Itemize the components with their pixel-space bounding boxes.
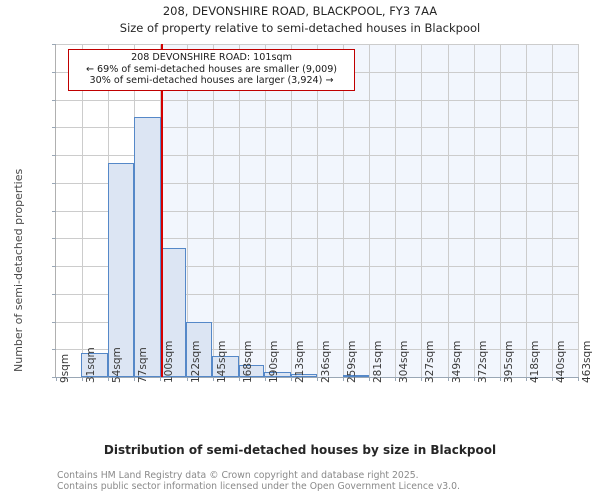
x-tick-label: 168sqm <box>241 340 254 383</box>
x-tick-mark <box>134 377 136 381</box>
x-axis-label: Distribution of semi-detached houses by … <box>103 443 497 457</box>
footer-attribution: Contains HM Land Registry data © Crown c… <box>57 470 597 492</box>
annotation-line-3: 30% of semi-detached houses are larger (… <box>89 75 334 86</box>
x-tick-label: 77sqm <box>137 347 150 383</box>
gridline-vertical <box>186 44 188 377</box>
x-tick-mark <box>343 377 345 381</box>
x-tick-mark <box>264 377 266 381</box>
chart-subtitle: Size of property relative to semi-detach… <box>119 21 481 35</box>
gridline-vertical <box>369 44 371 377</box>
histogram-bar <box>185 322 213 377</box>
y-tick-mark <box>52 44 56 45</box>
x-tick-label: 327sqm <box>424 340 437 383</box>
histogram-bar <box>81 353 108 377</box>
y-tick-mark <box>52 155 56 156</box>
x-tick-mark <box>578 377 579 381</box>
histogram-bar <box>264 372 291 377</box>
x-tick-mark <box>369 377 371 381</box>
x-tick-label: 418sqm <box>528 340 541 383</box>
gridline-vertical <box>290 44 292 377</box>
x-tick-label: 31sqm <box>85 347 98 383</box>
footer-line-1: Contains HM Land Registry data © Crown c… <box>57 470 419 481</box>
x-tick-label: 100sqm <box>163 340 176 383</box>
x-tick-label: 440sqm <box>554 340 567 383</box>
histogram-bar <box>212 355 239 377</box>
gridline-vertical <box>317 44 318 377</box>
annotation-line-1: 208 DEVONSHIRE ROAD: 101sqm <box>131 52 292 63</box>
gridline-vertical <box>264 44 266 377</box>
x-tick-mark <box>108 377 110 381</box>
x-tick-mark <box>238 377 240 381</box>
x-tick-label: 259sqm <box>346 340 359 383</box>
x-tick-label: 236sqm <box>320 340 332 383</box>
x-tick-label: 349sqm <box>450 340 463 383</box>
y-tick-mark <box>52 71 56 73</box>
gridline-vertical <box>447 44 449 377</box>
y-tick-mark <box>52 321 56 323</box>
y-tick-mark <box>52 210 56 212</box>
x-tick-mark <box>551 377 553 381</box>
x-tick-label: 122sqm <box>189 340 202 383</box>
gridline-vertical <box>82 44 84 377</box>
annotation-box: 208 DEVONSHIRE ROAD: 101sqm ← 69% of sem… <box>68 49 355 91</box>
x-tick-mark <box>525 377 527 381</box>
x-tick-mark <box>421 377 423 381</box>
gridline-vertical <box>525 44 527 377</box>
chart-title: 208, DEVONSHIRE ROAD, BLACKPOOL, FY3 7AA <box>162 4 438 18</box>
gridline-vertical <box>473 44 475 377</box>
x-tick-label: 145sqm <box>215 340 228 383</box>
x-tick-mark <box>499 377 501 381</box>
histogram-bar <box>107 163 135 377</box>
x-tick-label: 304sqm <box>398 340 411 383</box>
footer-line-2: Contains public sector information licen… <box>57 481 460 492</box>
x-tick-mark <box>317 377 318 381</box>
histogram-bar <box>343 375 369 377</box>
x-tick-mark <box>160 377 162 381</box>
gridline-vertical <box>499 44 501 377</box>
y-axis-label: Number of semi-detached properties <box>12 168 25 372</box>
y-tick-mark <box>52 127 56 129</box>
y-tick-mark <box>52 182 56 184</box>
x-tick-label: 463sqm <box>581 340 593 383</box>
y-tick-mark <box>52 377 56 378</box>
annotation-line-2: ← 69% of semi-detached houses are smalle… <box>85 63 338 75</box>
histogram-bar <box>290 373 317 377</box>
x-tick-label: 9sqm <box>59 353 71 383</box>
x-tick-label: 54sqm <box>111 347 124 383</box>
y-tick-mark <box>52 238 56 240</box>
histogram-bar <box>134 116 161 377</box>
x-tick-label: 190sqm <box>267 340 280 383</box>
y-tick-mark <box>52 266 56 267</box>
gridline-vertical <box>395 44 397 377</box>
chart-title-block: 208, DEVONSHIRE ROAD, BLACKPOOL, FY3 7AA… <box>0 0 600 36</box>
y-tick-mark <box>52 99 56 101</box>
x-tick-mark <box>212 377 214 381</box>
x-tick-mark <box>186 377 188 381</box>
x-tick-label: 281sqm <box>372 340 385 383</box>
gridline-vertical <box>238 44 240 377</box>
histogram-bar <box>238 365 265 377</box>
x-tick-label: 372sqm <box>476 340 489 383</box>
gridline-vertical <box>343 44 345 377</box>
gridline-vertical <box>551 44 553 377</box>
gridline-vertical <box>578 44 579 377</box>
gridline-vertical <box>421 44 423 377</box>
x-tick-mark <box>56 377 57 381</box>
x-tick-label: 213sqm <box>293 340 306 383</box>
x-tick-mark <box>395 377 397 381</box>
x-tick-mark <box>447 377 449 381</box>
property-size-marker <box>160 44 163 377</box>
x-tick-mark <box>82 377 84 381</box>
gridline-vertical <box>212 44 214 377</box>
y-tick-mark <box>52 349 56 351</box>
y-tick-mark <box>52 293 56 295</box>
x-tick-mark <box>473 377 475 381</box>
plot-area <box>52 44 579 381</box>
x-tick-mark <box>290 377 292 381</box>
x-tick-label: 395sqm <box>502 340 515 383</box>
